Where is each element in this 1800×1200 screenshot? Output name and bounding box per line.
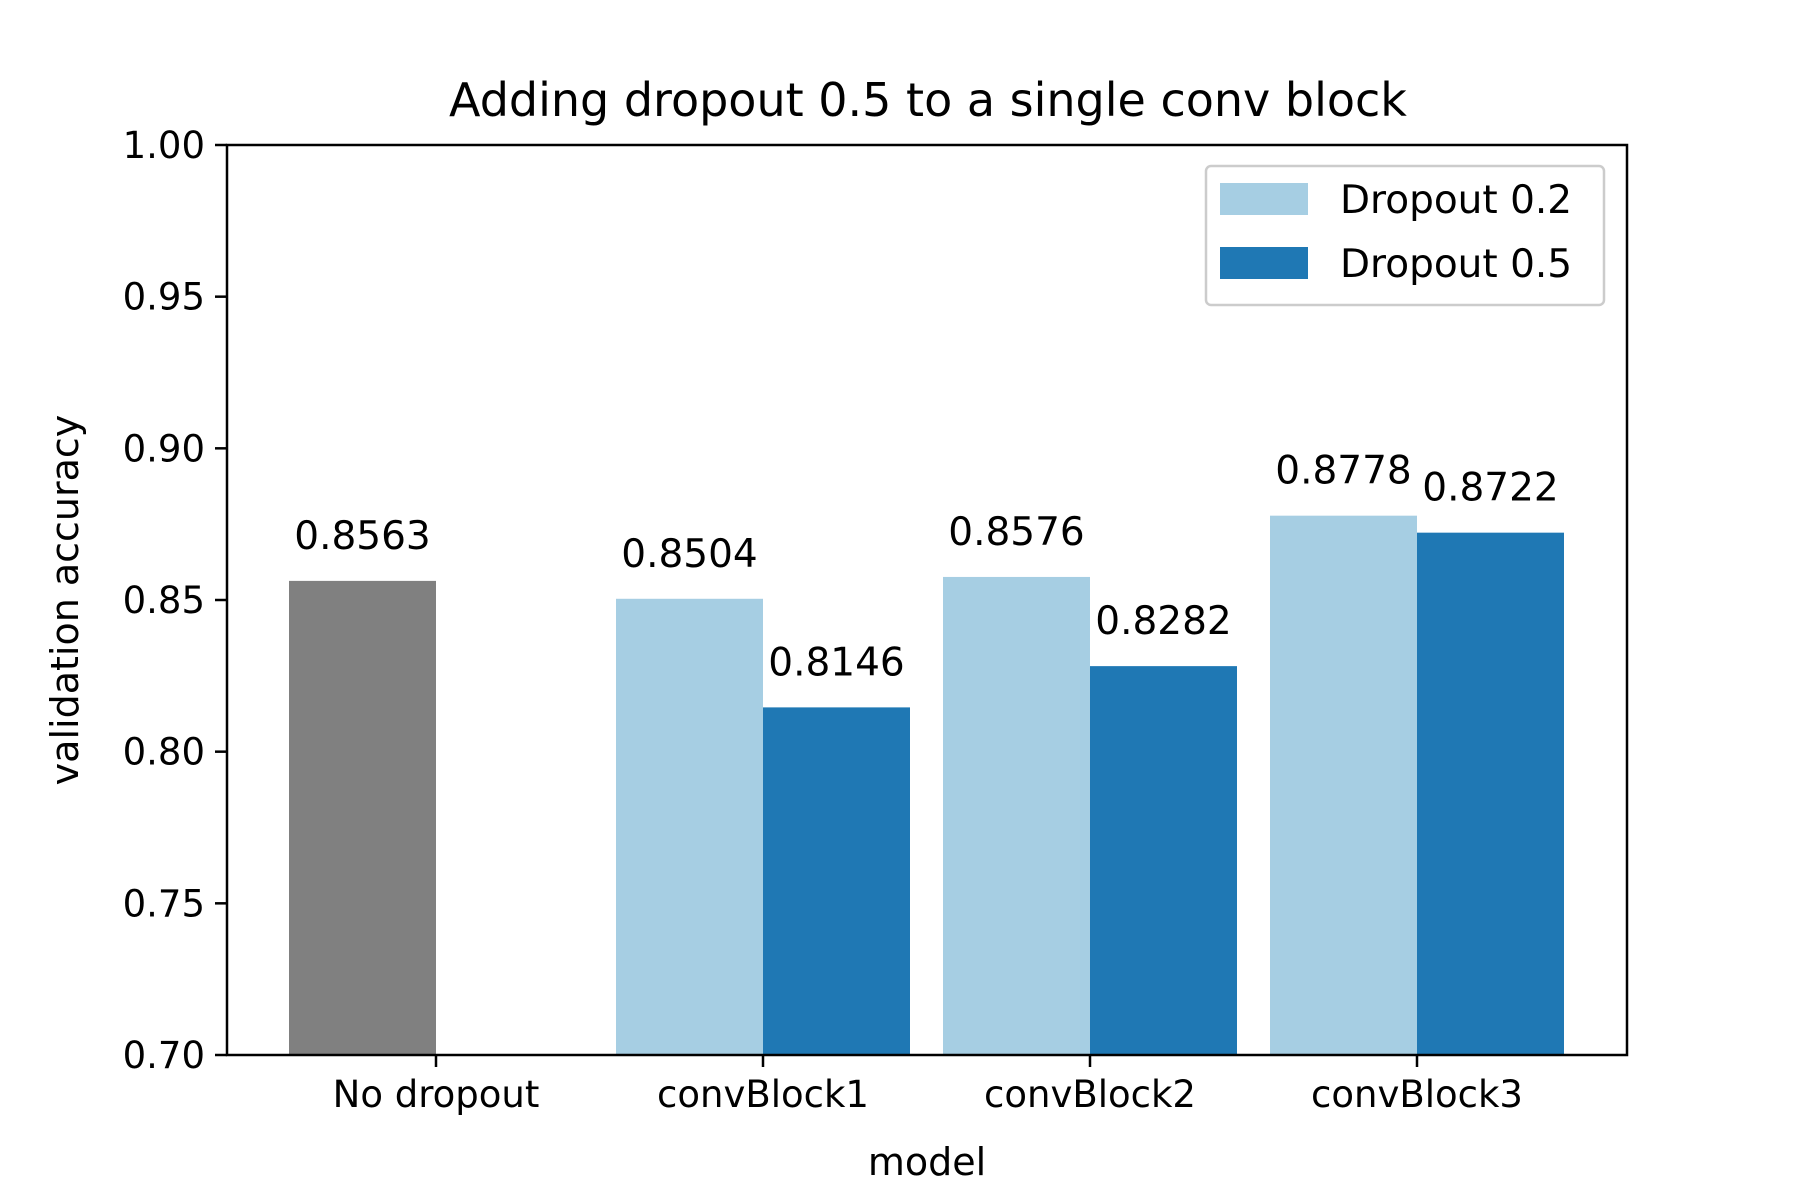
data-label-dropout-0-2-convblock1: 0.8504 xyxy=(621,532,757,577)
y-tick-label-0-90: 0.90 xyxy=(123,427,205,470)
data-label-dropout-0-5-convblock1: 0.8146 xyxy=(768,640,904,685)
legend-swatch-dropout-0-5 xyxy=(1220,247,1308,279)
legend-label-dropout-0-5: Dropout 0.5 xyxy=(1340,242,1572,287)
data-label-dropout-0-2-convblock2: 0.8576 xyxy=(948,510,1084,555)
legend: Dropout 0.2 Dropout 0.5 xyxy=(1204,164,1606,307)
bar-dropout-0-2-convblock2 xyxy=(943,576,1090,1055)
y-tick-label-0-95: 0.95 xyxy=(123,276,205,319)
bars-layer xyxy=(289,515,1564,1055)
data-label-dropout-0-5-convblock3: 0.8722 xyxy=(1422,466,1558,511)
data-label-dropout-0-5-convblock2: 0.8282 xyxy=(1095,599,1231,644)
x-tick-label-convblock1: convBlock1 xyxy=(657,1073,869,1116)
bar-dropout-0-5-convblock3 xyxy=(1417,532,1564,1055)
x-axis-label: model xyxy=(868,1140,986,1184)
y-tick-label-0-70: 0.70 xyxy=(123,1034,205,1077)
y-tick-label-0-85: 0.85 xyxy=(123,579,205,622)
bar-dropout-0-5-convblock2 xyxy=(1090,666,1237,1055)
y-tick-label-1-00: 1.00 xyxy=(123,124,205,167)
y-axis-label: validation accuracy xyxy=(43,415,87,786)
x-tick-label-convblock2: convBlock2 xyxy=(984,1073,1196,1116)
legend-label-dropout-0-2: Dropout 0.2 xyxy=(1340,178,1572,223)
y-tick-label-0-75: 0.75 xyxy=(123,882,205,925)
data-label-dropout-0-2-convblock3: 0.8778 xyxy=(1275,449,1411,494)
legend-swatch-dropout-0-2 xyxy=(1220,183,1308,215)
bar-no-dropout xyxy=(289,580,436,1055)
x-axis: No dropout convBlock1 convBlock2 convBlock3 xyxy=(333,1055,1523,1116)
bar-dropout-0-2-convblock1 xyxy=(616,598,763,1055)
y-tick-label-0-80: 0.80 xyxy=(123,731,205,774)
y-axis: 0.70 0.75 0.80 0.85 0.90 0.95 1.00 xyxy=(123,124,227,1077)
bar-dropout-0-5-convblock1 xyxy=(763,707,910,1055)
x-tick-label-convblock3: convBlock3 xyxy=(1311,1073,1523,1116)
chart-title: Adding dropout 0.5 to a single conv bloc… xyxy=(449,73,1407,127)
bar-dropout-0-2-convblock3 xyxy=(1270,515,1417,1055)
data-labels-layer: 0.8563 0.8504 0.8576 0.8778 0.8146 0.8282 0.87… xyxy=(294,449,1558,686)
data-label-no-dropout: 0.8563 xyxy=(294,514,430,559)
x-tick-label-no-dropout: No dropout xyxy=(333,1073,540,1116)
